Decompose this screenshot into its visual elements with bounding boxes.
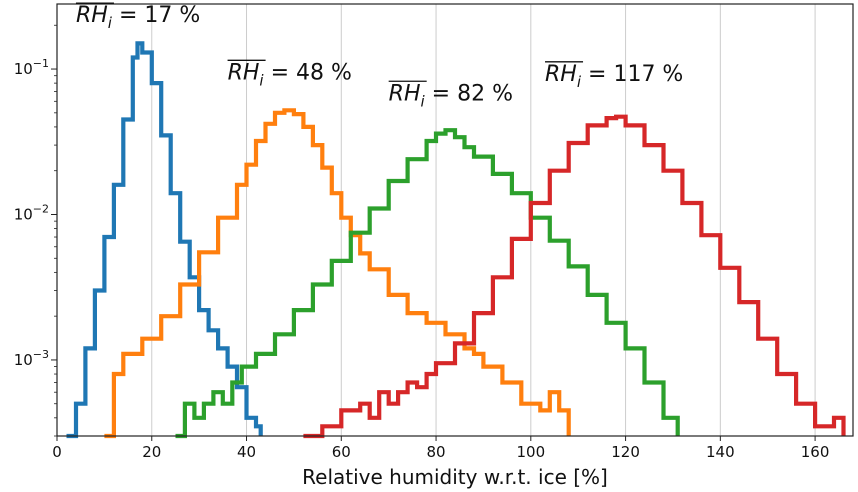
mean-annotation-1: RHi = 17 %	[75, 2, 200, 32]
annotation-text: RHi = 17 %	[76, 3, 200, 32]
series-group	[66, 41, 846, 439]
series-line-2	[104, 108, 571, 439]
annotation-text: RHi = 117 %	[545, 62, 683, 91]
x-tick-label: 60	[332, 443, 351, 461]
annotation-text: RHi = 48 %	[228, 60, 352, 89]
y-tick-label: 10−2	[14, 202, 49, 223]
x-tick-label: 120	[611, 443, 640, 461]
x-tick-label: 0	[52, 443, 62, 461]
x-tick-label: 40	[237, 443, 256, 461]
y-tick-label: 10−3	[14, 348, 49, 369]
series-line-1	[66, 41, 263, 439]
series-line-4	[303, 114, 846, 439]
y-axis: 10−3 10−2 10−1	[14, 24, 57, 437]
plot-frame	[56, 3, 854, 437]
mean-annotation-4: RHi = 117 %	[545, 61, 683, 91]
mean-annotation-2: RHi = 48 %	[227, 59, 352, 89]
x-tick-label: 20	[142, 443, 161, 461]
annotations: RHi = 17 % RHi = 48 % RHi = 82 % RHi = 117 …	[75, 2, 683, 110]
series-line-3	[175, 128, 680, 439]
mean-annotation-3: RHi = 82 %	[388, 80, 513, 110]
annotation-text: RHi = 82 %	[389, 81, 513, 110]
x-tick-label: 140	[706, 443, 735, 461]
x-tick-label: 160	[801, 443, 830, 461]
x-axis: 0 20 40 60 80 100 120 140 160	[52, 436, 829, 461]
x-tick-label: 100	[516, 443, 545, 461]
y-tick-label: 10−1	[14, 57, 49, 78]
x-axis-label: Relative humidity w.r.t. ice [%]	[302, 465, 608, 489]
x-tick-label: 80	[427, 443, 446, 461]
